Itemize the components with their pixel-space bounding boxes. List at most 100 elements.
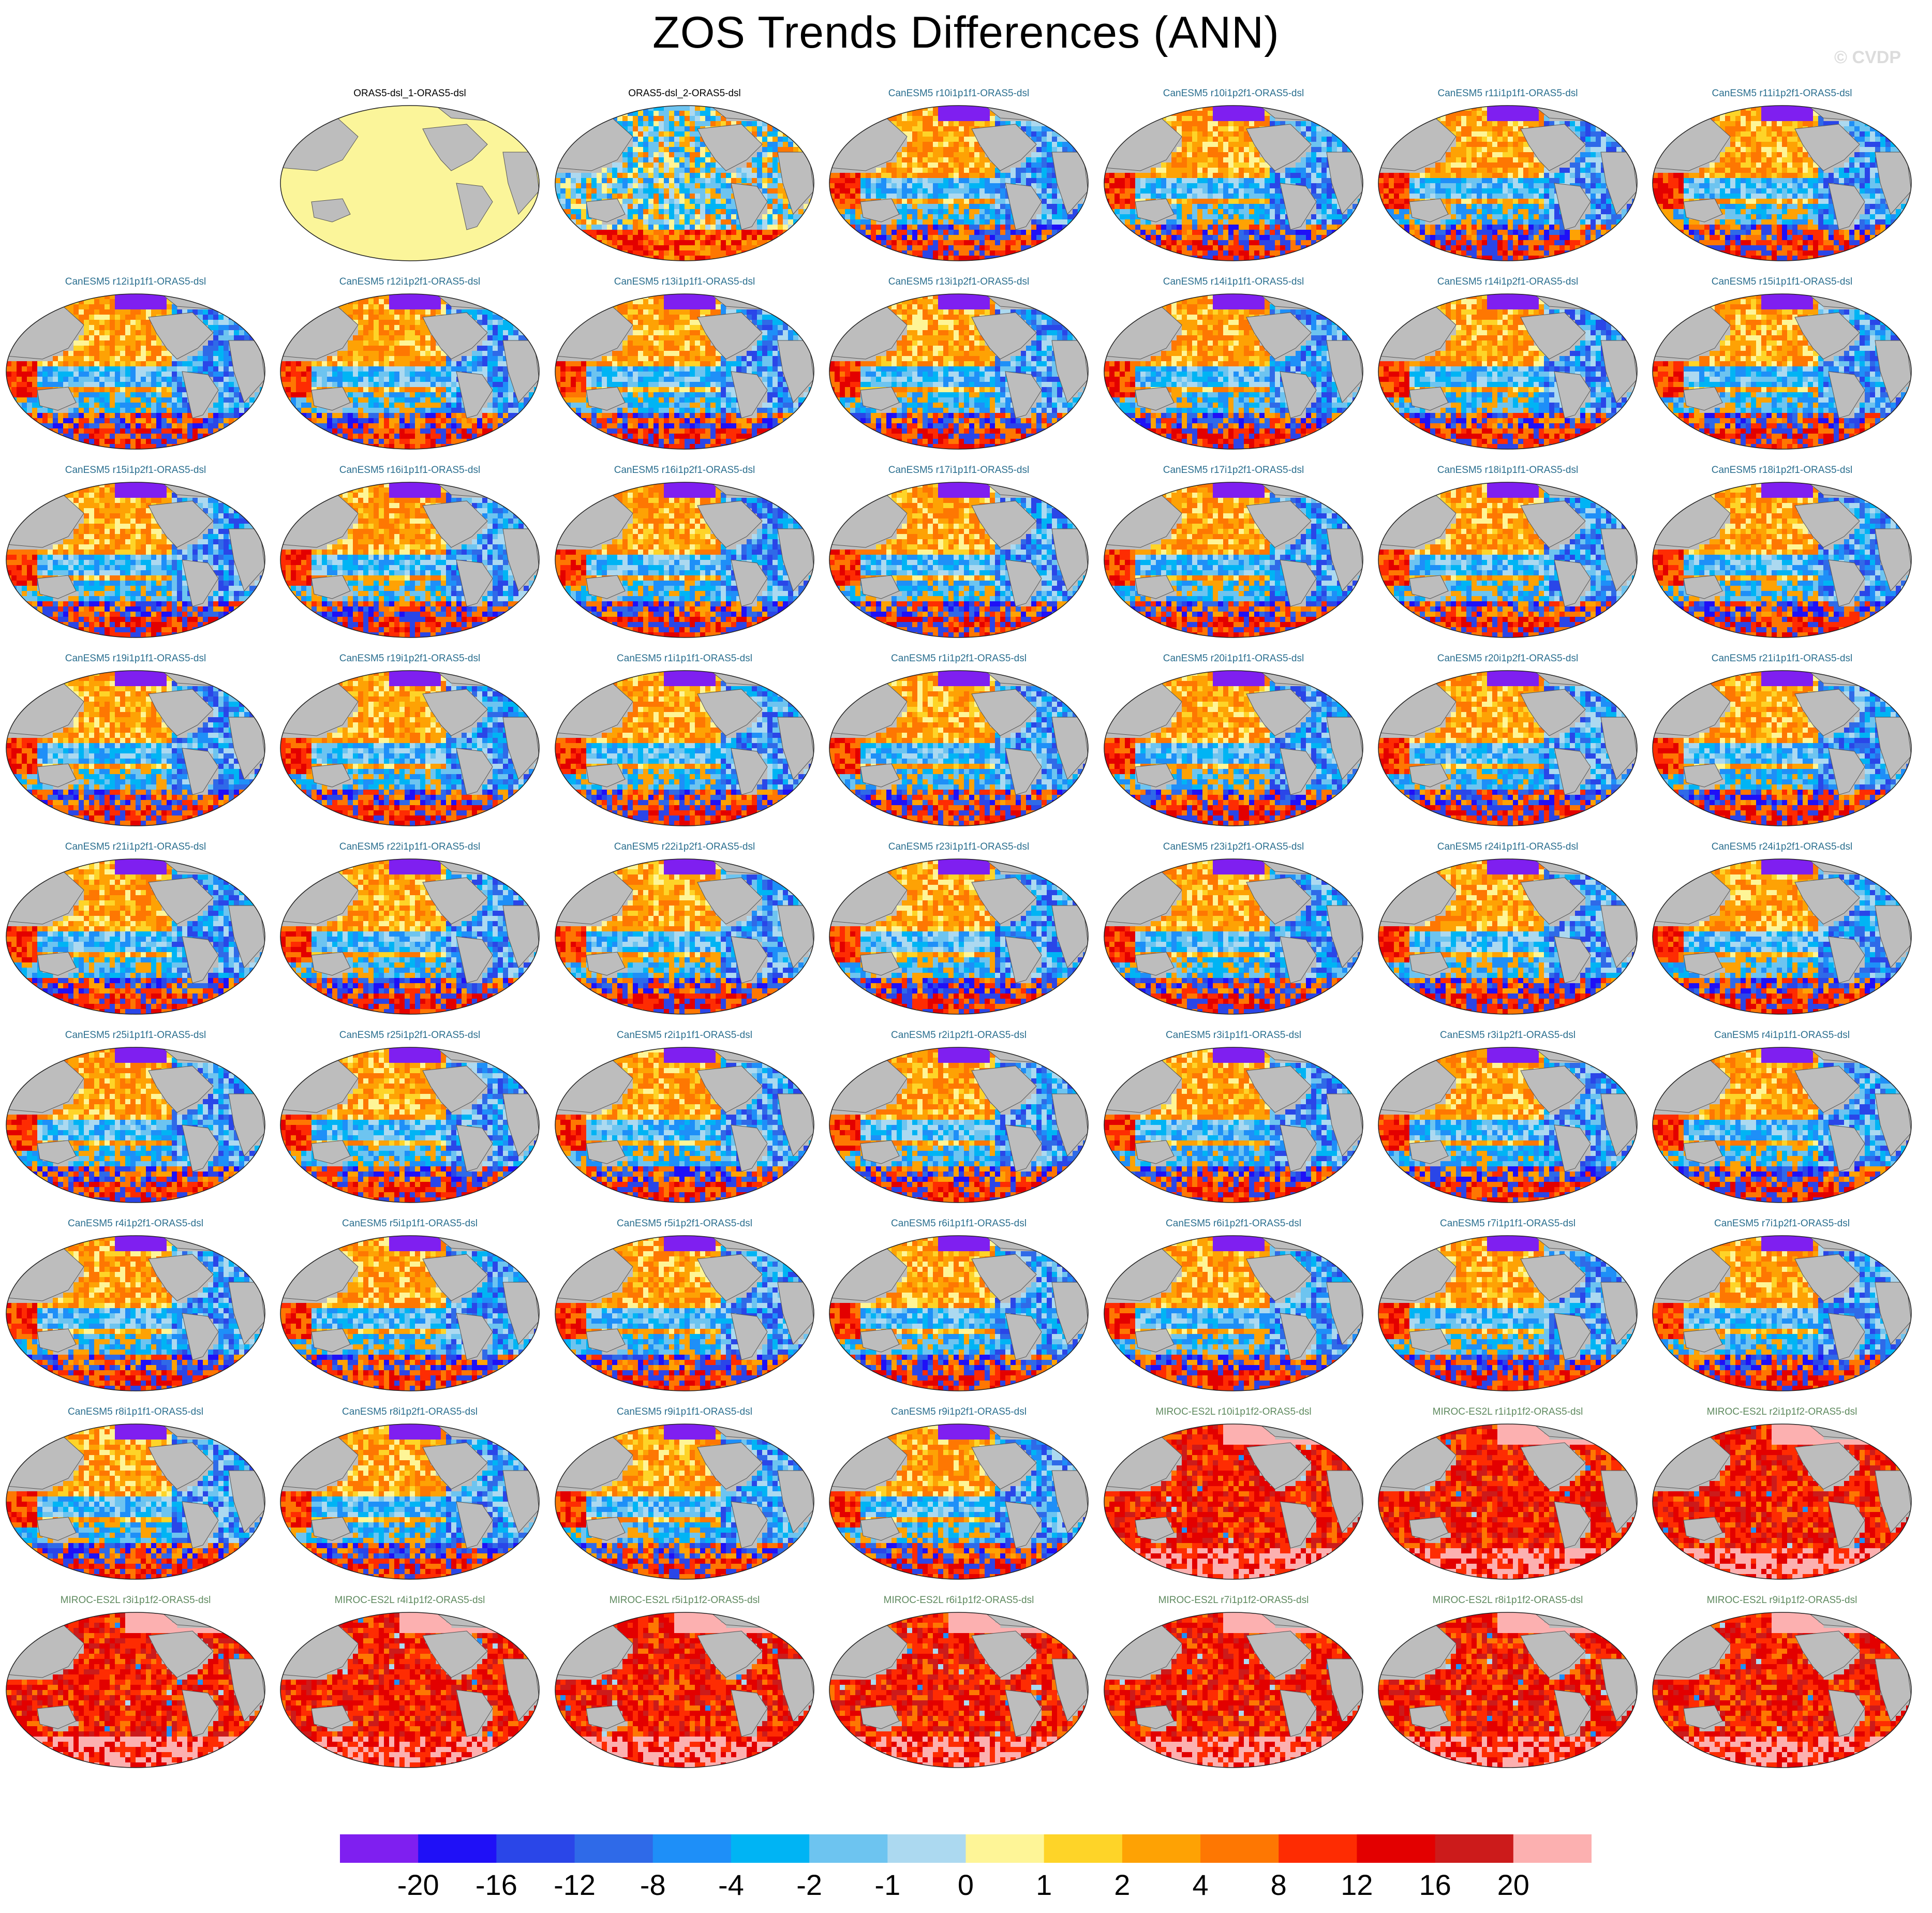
- world-map: [275, 1420, 544, 1585]
- panel-title: CanESM5 r8i1p1f1-ORAS5-dsl: [1, 1406, 270, 1418]
- world-map: [824, 1608, 1093, 1774]
- panel-title: CanESM5 r10i1p2f1-ORAS5-dsl: [1099, 88, 1368, 99]
- world-map: [1, 1232, 270, 1397]
- panel-title: CanESM5 r24i1p1f1-ORAS5-dsl: [1373, 841, 1642, 853]
- panel-title: CanESM5 r3i1p1f1-ORAS5-dsl: [1099, 1030, 1368, 1041]
- map-panel: CanESM5 r23i1p2f1-ORAS5-dsl: [1099, 841, 1368, 1028]
- world-map: [824, 666, 1093, 832]
- panel-title: CanESM5 r19i1p1f1-ORAS5-dsl: [1, 653, 270, 664]
- map-panel: CanESM5 r21i1p1f1-ORAS5-dsl: [1647, 653, 1916, 839]
- map-panel: CanESM5 r25i1p1f1-ORAS5-dsl: [1, 1030, 270, 1216]
- panel-title: CanESM5 r6i1p2f1-ORAS5-dsl: [1099, 1218, 1368, 1229]
- map-panel: CanESM5 r10i1p1f1-ORAS5-dsl: [824, 88, 1093, 274]
- map-panel: CanESM5 r23i1p1f1-ORAS5-dsl: [824, 841, 1093, 1028]
- map-panel: CanESM5 r2i1p1f1-ORAS5-dsl: [550, 1030, 819, 1216]
- map-panel: CanESM5 r6i1p2f1-ORAS5-dsl: [1099, 1218, 1368, 1404]
- panel-title: CanESM5 r17i1p2f1-ORAS5-dsl: [1099, 465, 1368, 476]
- map-panel: MIROC-ES2L r5i1p1f2-ORAS5-dsl: [550, 1595, 819, 1781]
- world-map: [1, 1608, 270, 1774]
- colorbar-swatch: [1279, 1834, 1357, 1863]
- map-panel: MIROC-ES2L r6i1p1f2-ORAS5-dsl: [824, 1595, 1093, 1781]
- panel-title: CanESM5 r15i1p1f1-ORAS5-dsl: [1647, 276, 1916, 288]
- colorbar-label: -1: [874, 1868, 900, 1902]
- colorbar-label: 0: [958, 1868, 974, 1902]
- world-map: [1373, 1420, 1642, 1585]
- map-panel: CanESM5 r13i1p2f1-ORAS5-dsl: [824, 276, 1093, 463]
- world-map: [1373, 101, 1642, 267]
- map-panel: MIROC-ES2L r4i1p1f2-ORAS5-dsl: [275, 1595, 544, 1781]
- colorbar-label: -2: [796, 1868, 822, 1902]
- world-map: [1, 1043, 270, 1209]
- panel-title: CanESM5 r14i1p1f1-ORAS5-dsl: [1099, 276, 1368, 288]
- colorbar-label: -8: [640, 1868, 666, 1902]
- world-map: [275, 1608, 544, 1774]
- panel-title: CanESM5 r23i1p2f1-ORAS5-dsl: [1099, 841, 1368, 853]
- panel-title: CanESM5 r7i1p1f1-ORAS5-dsl: [1373, 1218, 1642, 1229]
- map-panel: CanESM5 r16i1p2f1-ORAS5-dsl: [550, 465, 819, 651]
- colorbar-swatch: [496, 1834, 575, 1863]
- colorbar-label: -12: [554, 1868, 596, 1902]
- world-map: [824, 1043, 1093, 1209]
- map-panel: CanESM5 r15i1p2f1-ORAS5-dsl: [1, 465, 270, 651]
- colorbar-swatch: [1044, 1834, 1123, 1863]
- panel-title: CanESM5 r22i1p2f1-ORAS5-dsl: [550, 841, 819, 853]
- world-map: [1, 666, 270, 832]
- world-map: [275, 1043, 544, 1209]
- panel-title: MIROC-ES2L r2i1p1f2-ORAS5-dsl: [1647, 1406, 1916, 1418]
- panel-title: CanESM5 r3i1p2f1-ORAS5-dsl: [1373, 1030, 1642, 1041]
- world-map: [1647, 666, 1916, 832]
- map-panel: CanESM5 r7i1p2f1-ORAS5-dsl: [1647, 1218, 1916, 1404]
- panel-title: ORAS5-dsl_1-ORAS5-dsl: [275, 88, 544, 99]
- colorbar-swatch: [575, 1834, 653, 1863]
- world-map: [1373, 290, 1642, 455]
- map-panel: CanESM5 r4i1p2f1-ORAS5-dsl: [1, 1218, 270, 1404]
- world-map: [824, 1420, 1093, 1585]
- panel-title: CanESM5 r2i1p1f1-ORAS5-dsl: [550, 1030, 819, 1041]
- map-panel: CanESM5 r1i1p1f1-ORAS5-dsl: [550, 653, 819, 839]
- panel-title: CanESM5 r9i1p2f1-ORAS5-dsl: [824, 1406, 1093, 1418]
- colorbar-swatch: [887, 1834, 966, 1863]
- world-map: [275, 478, 544, 644]
- world-map: [275, 1232, 544, 1397]
- panel-title: MIROC-ES2L r5i1p1f2-ORAS5-dsl: [550, 1595, 819, 1606]
- panel-title: CanESM5 r5i1p2f1-ORAS5-dsl: [550, 1218, 819, 1229]
- panel-title: CanESM5 r12i1p1f1-ORAS5-dsl: [1, 276, 270, 288]
- world-map: [275, 101, 544, 267]
- world-map: [550, 1608, 819, 1774]
- panel-title: CanESM5 r1i1p1f1-ORAS5-dsl: [550, 653, 819, 664]
- world-map: [550, 478, 819, 644]
- map-panel: CanESM5 r17i1p2f1-ORAS5-dsl: [1099, 465, 1368, 651]
- map-panel: CanESM5 r6i1p1f1-ORAS5-dsl: [824, 1218, 1093, 1404]
- map-panel: CanESM5 r11i1p1f1-ORAS5-dsl: [1373, 88, 1642, 274]
- map-panel: ORAS5-dsl_2-ORAS5-dsl: [550, 88, 819, 274]
- map-panel: CanESM5 r24i1p1f1-ORAS5-dsl: [1373, 841, 1642, 1028]
- panel-title: MIROC-ES2L r10i1p1f2-ORAS5-dsl: [1099, 1406, 1368, 1418]
- world-map: [275, 666, 544, 832]
- colorbar-label: -4: [718, 1868, 744, 1902]
- map-panel: MIROC-ES2L r9i1p1f2-ORAS5-dsl: [1647, 1595, 1916, 1781]
- panel-title: CanESM5 r2i1p2f1-ORAS5-dsl: [824, 1030, 1093, 1041]
- world-map: [550, 1420, 819, 1585]
- panel-title: CanESM5 r6i1p1f1-ORAS5-dsl: [824, 1218, 1093, 1229]
- colorbar-swatch: [1435, 1834, 1514, 1863]
- map-panel: CanESM5 r2i1p2f1-ORAS5-dsl: [824, 1030, 1093, 1216]
- panel-title: CanESM5 r20i1p2f1-ORAS5-dsl: [1373, 653, 1642, 664]
- panel-title: CanESM5 r13i1p2f1-ORAS5-dsl: [824, 276, 1093, 288]
- panel-title: MIROC-ES2L r7i1p1f2-ORAS5-dsl: [1099, 1595, 1368, 1606]
- map-panel: CanESM5 r10i1p2f1-ORAS5-dsl: [1099, 88, 1368, 274]
- colorbar-label: 4: [1192, 1868, 1208, 1902]
- panel-title: CanESM5 r23i1p1f1-ORAS5-dsl: [824, 841, 1093, 853]
- map-panel: CanESM5 r22i1p2f1-ORAS5-dsl: [550, 841, 819, 1028]
- world-map: [1373, 1043, 1642, 1209]
- world-map: [550, 101, 819, 267]
- world-map: [1099, 1608, 1368, 1774]
- map-panel: CanESM5 r18i1p1f1-ORAS5-dsl: [1373, 465, 1642, 651]
- map-panel: CanESM5 r20i1p2f1-ORAS5-dsl: [1373, 653, 1642, 839]
- map-panel: CanESM5 r21i1p2f1-ORAS5-dsl: [1, 841, 270, 1028]
- panel-title: MIROC-ES2L r9i1p1f2-ORAS5-dsl: [1647, 1595, 1916, 1606]
- colorbar-swatch: [1200, 1834, 1279, 1863]
- panel-title: CanESM5 r14i1p2f1-ORAS5-dsl: [1373, 276, 1642, 288]
- panel-title: CanESM5 r13i1p1f1-ORAS5-dsl: [550, 276, 819, 288]
- colorbar-swatch: [731, 1834, 810, 1863]
- world-map: [824, 101, 1093, 267]
